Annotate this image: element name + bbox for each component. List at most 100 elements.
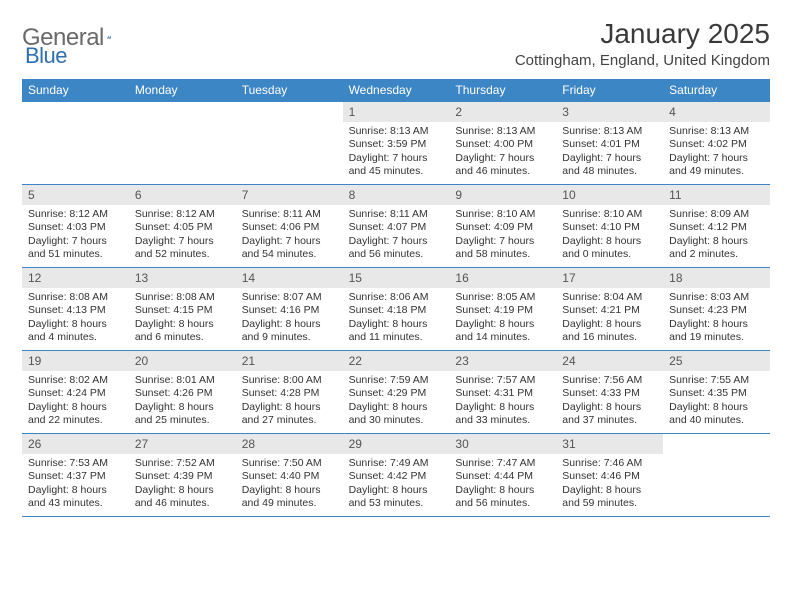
day-cell: 3Sunrise: 8:13 AMSunset: 4:01 PMDaylight… xyxy=(556,102,663,184)
day-cell: 1Sunrise: 8:13 AMSunset: 3:59 PMDaylight… xyxy=(343,102,450,184)
brand-text-2: Blue xyxy=(25,43,67,68)
day-number xyxy=(22,102,129,108)
day-number xyxy=(236,102,343,108)
day-details: Sunrise: 8:08 AMSunset: 4:15 PMDaylight:… xyxy=(129,288,236,349)
day-number: 22 xyxy=(343,351,450,371)
day-cell: 29Sunrise: 7:49 AMSunset: 4:42 PMDayligh… xyxy=(343,434,450,516)
day-number: 4 xyxy=(663,102,770,122)
day-number: 6 xyxy=(129,185,236,205)
day-number: 28 xyxy=(236,434,343,454)
day-details: Sunrise: 7:46 AMSunset: 4:46 PMDaylight:… xyxy=(556,454,663,515)
weeks-container: 1Sunrise: 8:13 AMSunset: 3:59 PMDaylight… xyxy=(22,102,770,517)
day-cell: 8Sunrise: 8:11 AMSunset: 4:07 PMDaylight… xyxy=(343,185,450,267)
calendar-page: General January 2025 Cottingham, England… xyxy=(0,0,792,517)
day-details: Sunrise: 8:01 AMSunset: 4:26 PMDaylight:… xyxy=(129,371,236,432)
weekday-sat: Saturday xyxy=(663,79,770,102)
day-number: 7 xyxy=(236,185,343,205)
day-number: 11 xyxy=(663,185,770,205)
title-block: January 2025 Cottingham, England, United… xyxy=(515,18,770,69)
day-number: 10 xyxy=(556,185,663,205)
day-cell xyxy=(236,102,343,184)
day-number: 27 xyxy=(129,434,236,454)
day-number: 2 xyxy=(449,102,556,122)
day-details: Sunrise: 7:59 AMSunset: 4:29 PMDaylight:… xyxy=(343,371,450,432)
day-cell: 16Sunrise: 8:05 AMSunset: 4:19 PMDayligh… xyxy=(449,268,556,350)
day-number: 29 xyxy=(343,434,450,454)
weekday-fri: Friday xyxy=(556,79,663,102)
day-number: 31 xyxy=(556,434,663,454)
day-cell: 25Sunrise: 7:55 AMSunset: 4:35 PMDayligh… xyxy=(663,351,770,433)
day-cell: 7Sunrise: 8:11 AMSunset: 4:06 PMDaylight… xyxy=(236,185,343,267)
day-cell: 24Sunrise: 7:56 AMSunset: 4:33 PMDayligh… xyxy=(556,351,663,433)
weekday-tue: Tuesday xyxy=(236,79,343,102)
day-cell: 15Sunrise: 8:06 AMSunset: 4:18 PMDayligh… xyxy=(343,268,450,350)
week-row: 1Sunrise: 8:13 AMSunset: 3:59 PMDaylight… xyxy=(22,102,770,185)
weekday-mon: Monday xyxy=(129,79,236,102)
week-row: 5Sunrise: 8:12 AMSunset: 4:03 PMDaylight… xyxy=(22,185,770,268)
day-cell: 31Sunrise: 7:46 AMSunset: 4:46 PMDayligh… xyxy=(556,434,663,516)
day-number: 21 xyxy=(236,351,343,371)
day-cell: 20Sunrise: 8:01 AMSunset: 4:26 PMDayligh… xyxy=(129,351,236,433)
day-details: Sunrise: 8:08 AMSunset: 4:13 PMDaylight:… xyxy=(22,288,129,349)
day-details: Sunrise: 7:47 AMSunset: 4:44 PMDaylight:… xyxy=(449,454,556,515)
day-number: 5 xyxy=(22,185,129,205)
day-number: 19 xyxy=(22,351,129,371)
day-cell: 4Sunrise: 8:13 AMSunset: 4:02 PMDaylight… xyxy=(663,102,770,184)
day-number: 25 xyxy=(663,351,770,371)
day-details: Sunrise: 8:10 AMSunset: 4:09 PMDaylight:… xyxy=(449,205,556,266)
calendar-grid: Sunday Monday Tuesday Wednesday Thursday… xyxy=(22,79,770,517)
day-details: Sunrise: 8:11 AMSunset: 4:07 PMDaylight:… xyxy=(343,205,450,266)
day-details: Sunrise: 8:13 AMSunset: 4:00 PMDaylight:… xyxy=(449,122,556,183)
day-number: 23 xyxy=(449,351,556,371)
day-details: Sunrise: 8:11 AMSunset: 4:06 PMDaylight:… xyxy=(236,205,343,266)
logo-flag-icon xyxy=(107,28,111,46)
day-cell: 13Sunrise: 8:08 AMSunset: 4:15 PMDayligh… xyxy=(129,268,236,350)
day-number: 3 xyxy=(556,102,663,122)
day-cell: 17Sunrise: 8:04 AMSunset: 4:21 PMDayligh… xyxy=(556,268,663,350)
day-number xyxy=(663,434,770,440)
day-details: Sunrise: 7:53 AMSunset: 4:37 PMDaylight:… xyxy=(22,454,129,515)
day-details: Sunrise: 8:02 AMSunset: 4:24 PMDaylight:… xyxy=(22,371,129,432)
weekday-header-row: Sunday Monday Tuesday Wednesday Thursday… xyxy=(22,79,770,102)
day-details: Sunrise: 8:03 AMSunset: 4:23 PMDaylight:… xyxy=(663,288,770,349)
day-details: Sunrise: 8:13 AMSunset: 4:02 PMDaylight:… xyxy=(663,122,770,183)
day-details: Sunrise: 8:10 AMSunset: 4:10 PMDaylight:… xyxy=(556,205,663,266)
day-cell: 19Sunrise: 8:02 AMSunset: 4:24 PMDayligh… xyxy=(22,351,129,433)
day-number: 12 xyxy=(22,268,129,288)
weekday-sun: Sunday xyxy=(22,79,129,102)
day-details: Sunrise: 7:56 AMSunset: 4:33 PMDaylight:… xyxy=(556,371,663,432)
day-number: 18 xyxy=(663,268,770,288)
day-details: Sunrise: 8:05 AMSunset: 4:19 PMDaylight:… xyxy=(449,288,556,349)
week-row: 12Sunrise: 8:08 AMSunset: 4:13 PMDayligh… xyxy=(22,268,770,351)
day-number: 13 xyxy=(129,268,236,288)
day-details: Sunrise: 7:50 AMSunset: 4:40 PMDaylight:… xyxy=(236,454,343,515)
day-cell xyxy=(663,434,770,516)
day-cell: 2Sunrise: 8:13 AMSunset: 4:00 PMDaylight… xyxy=(449,102,556,184)
day-number: 24 xyxy=(556,351,663,371)
week-row: 26Sunrise: 7:53 AMSunset: 4:37 PMDayligh… xyxy=(22,434,770,517)
day-cell: 6Sunrise: 8:12 AMSunset: 4:05 PMDaylight… xyxy=(129,185,236,267)
day-number: 26 xyxy=(22,434,129,454)
day-number: 1 xyxy=(343,102,450,122)
day-number: 30 xyxy=(449,434,556,454)
day-cell: 5Sunrise: 8:12 AMSunset: 4:03 PMDaylight… xyxy=(22,185,129,267)
day-number: 20 xyxy=(129,351,236,371)
day-cell: 26Sunrise: 7:53 AMSunset: 4:37 PMDayligh… xyxy=(22,434,129,516)
day-details: Sunrise: 8:12 AMSunset: 4:03 PMDaylight:… xyxy=(22,205,129,266)
day-cell: 18Sunrise: 8:03 AMSunset: 4:23 PMDayligh… xyxy=(663,268,770,350)
day-cell: 10Sunrise: 8:10 AMSunset: 4:10 PMDayligh… xyxy=(556,185,663,267)
day-details: Sunrise: 8:13 AMSunset: 3:59 PMDaylight:… xyxy=(343,122,450,183)
day-cell: 21Sunrise: 8:00 AMSunset: 4:28 PMDayligh… xyxy=(236,351,343,433)
weekday-wed: Wednesday xyxy=(343,79,450,102)
day-cell: 11Sunrise: 8:09 AMSunset: 4:12 PMDayligh… xyxy=(663,185,770,267)
day-number xyxy=(129,102,236,108)
day-cell: 30Sunrise: 7:47 AMSunset: 4:44 PMDayligh… xyxy=(449,434,556,516)
day-details: Sunrise: 8:13 AMSunset: 4:01 PMDaylight:… xyxy=(556,122,663,183)
day-cell: 22Sunrise: 7:59 AMSunset: 4:29 PMDayligh… xyxy=(343,351,450,433)
day-number: 15 xyxy=(343,268,450,288)
day-cell: 9Sunrise: 8:10 AMSunset: 4:09 PMDaylight… xyxy=(449,185,556,267)
week-row: 19Sunrise: 8:02 AMSunset: 4:24 PMDayligh… xyxy=(22,351,770,434)
day-cell: 14Sunrise: 8:07 AMSunset: 4:16 PMDayligh… xyxy=(236,268,343,350)
day-details: Sunrise: 8:00 AMSunset: 4:28 PMDaylight:… xyxy=(236,371,343,432)
day-cell: 12Sunrise: 8:08 AMSunset: 4:13 PMDayligh… xyxy=(22,268,129,350)
